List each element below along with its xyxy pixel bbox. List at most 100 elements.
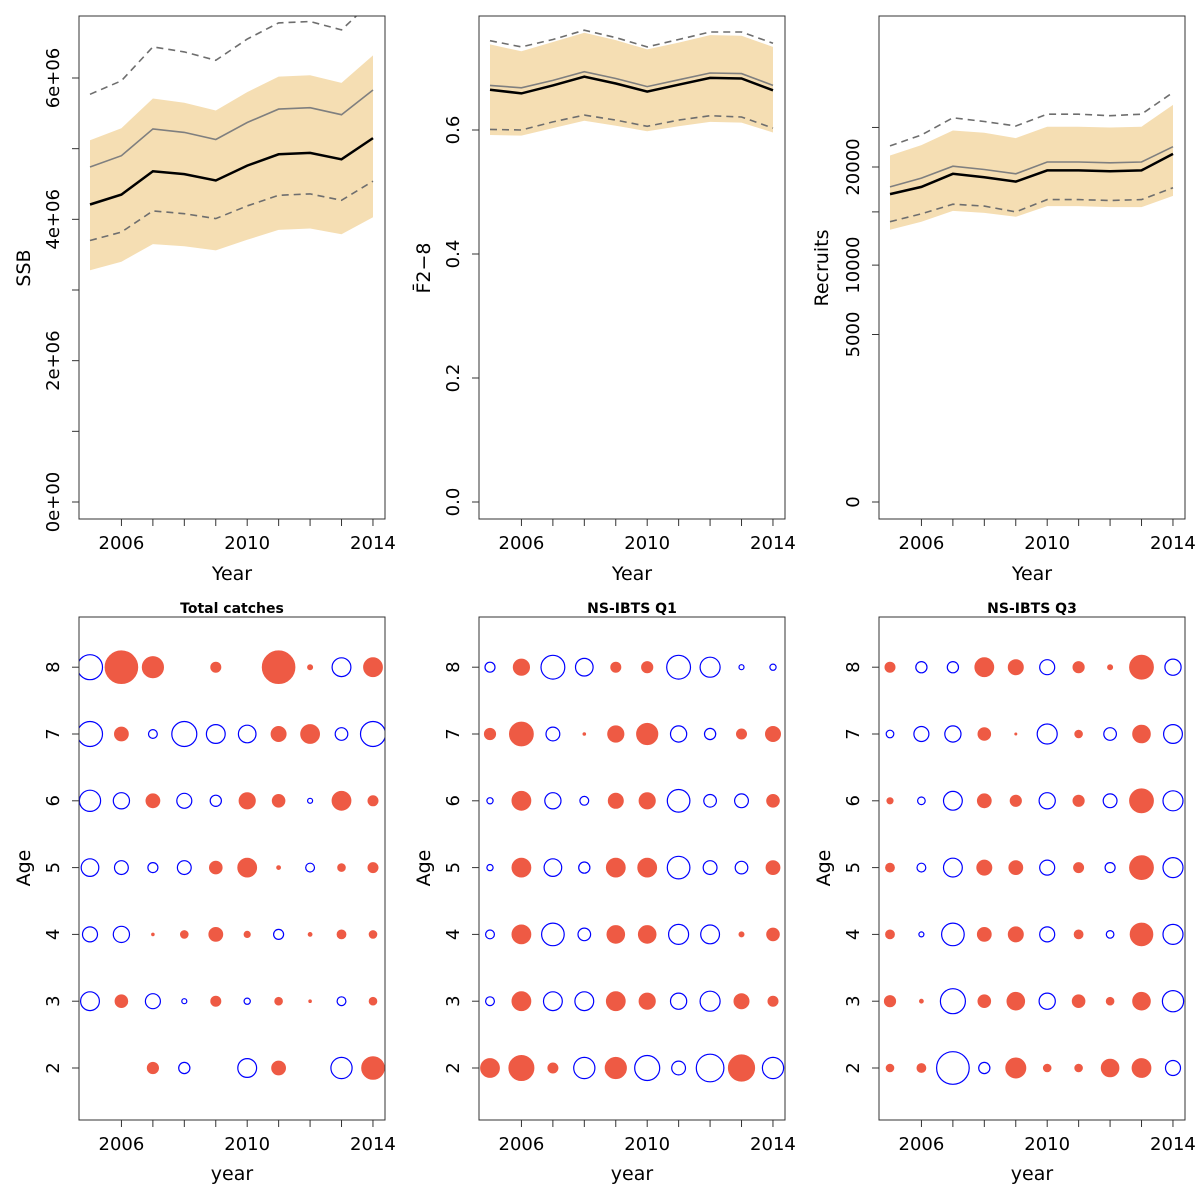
ns-ibts-q3-residual-bubble: [942, 857, 963, 878]
total-catches-residual-bubble: [79, 654, 104, 681]
ns-ibts-q1-residual-bubble: [766, 794, 780, 808]
total-catches-residual-bubble: [208, 927, 224, 942]
ns-ibts-q1-y-tick-label: 7: [443, 728, 464, 739]
ns-ibts-q1-residual-bubble: [486, 863, 494, 872]
total-catches-residual-bubble: [171, 720, 198, 748]
ns-ibts-q1-residual-bubble: [574, 991, 595, 1012]
ns-ibts-q1-residual-bubble: [610, 661, 622, 673]
total-catches-residual-bubble: [307, 932, 313, 937]
total-catches-y-tick-label: 4: [43, 929, 64, 940]
ns-ibts-q1-y-tick-label: 3: [443, 995, 464, 1006]
ns-ibts-q1-residual-bubble: [666, 788, 691, 813]
total-catches-residual-bubble: [80, 858, 100, 877]
ns-ibts-q3-y-tick-label: 6: [843, 795, 864, 806]
f-plot-frame: [478, 15, 786, 520]
total-catches-x-axis-label: year: [211, 1163, 254, 1185]
ns-ibts-q3-residual-bubble: [1129, 654, 1154, 680]
recruits-panel: 2006 2010 2014 0 5000 10000 20000 Year Recruit…: [811, 15, 1196, 585]
ns-ibts-q1-residual-bubble: [577, 927, 592, 942]
ssb-plot-frame: [78, 15, 386, 520]
ns-ibts-q3-residual-bubble: [1131, 1058, 1152, 1078]
ns-ibts-q1-residual-bubble: [511, 857, 532, 878]
total-catches-residual-bubble: [79, 789, 102, 812]
ns-ibts-q1-residual-bubble: [607, 725, 625, 743]
ns-ibts-q3-residual-bubble: [1008, 860, 1024, 875]
total-catches-panel: Total catches 2006 2010 2014 2 3 4 5 6 7 8 year A…: [13, 601, 396, 1185]
recruits-lower-line: [889, 186, 1174, 223]
ns-ibts-q1-y-tick-label: 2: [443, 1062, 464, 1073]
ns-ibts-q1-y-tick-label: 8: [443, 661, 464, 672]
total-catches-y-tick-label: 2: [43, 1062, 64, 1073]
ns-ibts-q3-residual-bubble: [918, 931, 925, 938]
ns-ibts-q1-residual-bubble: [634, 1054, 661, 1082]
ns-ibts-q3-residual-bubble: [915, 661, 928, 674]
recruits-upper-line: [889, 91, 1174, 147]
ns-ibts-q3-residual-bubble: [1102, 793, 1118, 809]
ns-ibts-q1-residual-bubble: [703, 727, 717, 741]
total-catches-residual-bubble: [147, 728, 158, 739]
total-catches-residual-bubble: [178, 1061, 191, 1075]
total-catches-residual-bubble: [331, 657, 352, 678]
total-catches-residual-bubble: [368, 930, 378, 939]
ssb-x-tick-label: 2006: [99, 533, 145, 554]
ns-ibts-q1-residual-bubble: [703, 793, 717, 808]
total-catches-residual-bubble: [261, 650, 296, 685]
ns-ibts-q3-residual-bubble: [1006, 991, 1026, 1011]
total-catches-residual-bubble: [243, 930, 251, 939]
ns-ibts-q3-residual-bubble: [942, 790, 963, 811]
ns-ibts-q3-residual-bubble: [1162, 923, 1184, 946]
total-catches-residual-bubble: [112, 792, 131, 810]
f-estimate-line: [489, 75, 774, 95]
ns-ibts-q3-residual-bubble: [1036, 723, 1058, 745]
ns-ibts-q1-residual-bubble: [767, 995, 779, 1007]
ns-ibts-q3-plot-frame: [878, 616, 1186, 1121]
total-catches-residual-bubble: [180, 930, 189, 939]
ns-ibts-q3-residual-bubble: [885, 729, 895, 739]
ns-ibts-q1-residual-bubble: [671, 1060, 687, 1076]
recruits-x-axis-label: Year: [1011, 563, 1052, 585]
total-catches-residual-bubble: [337, 863, 346, 872]
ns-ibts-q3-residual-bubble: [919, 998, 924, 1004]
total-catches-residual-bubble: [334, 727, 349, 741]
ns-ibts-q1-y-tick-label: 6: [443, 795, 464, 806]
recruits-x-tick-label: 2010: [1024, 533, 1070, 554]
ns-ibts-q3-y-tick-label: 5: [843, 862, 864, 873]
ns-ibts-q1-residual-bubble: [573, 1056, 596, 1080]
total-catches-residual-bubble: [308, 999, 312, 1004]
ns-ibts-q3-y-tick-label: 2: [843, 1062, 864, 1073]
ns-ibts-q3-y-tick-label: 8: [843, 661, 864, 672]
total-catches-residual-bubble: [238, 792, 256, 810]
total-catches-residual-bubble: [205, 723, 226, 744]
ns-ibts-q3-residual-bubble: [939, 988, 967, 1015]
total-catches-title: Total catches: [180, 601, 284, 617]
ns-ibts-q1-residual-bubble: [636, 722, 659, 746]
f-y-tick-label: 0.0: [443, 488, 464, 517]
ns-ibts-q1-residual-bubble: [637, 857, 658, 878]
ns-ibts-q3-residual-bubble: [1072, 661, 1085, 674]
total-catches-residual-bubble: [209, 794, 222, 808]
total-catches-x-tick-label: 2006: [99, 1134, 145, 1155]
total-catches-y-tick-label: 7: [43, 728, 64, 739]
ns-ibts-q3-residual-bubble: [1039, 859, 1056, 876]
ns-ibts-q1-title: NS-IBTS Q1: [587, 601, 677, 617]
ns-ibts-q1-residual-bubble: [666, 654, 692, 680]
ns-ibts-q3-residual-bubble: [977, 994, 992, 1009]
ssb-confidence-band: [90, 55, 373, 271]
ns-ibts-q3-residual-bubble: [1007, 926, 1024, 943]
ns-ibts-q1-residual-bubble: [508, 1055, 535, 1081]
f-x-tick-label: 2010: [624, 533, 670, 554]
total-catches-residual-bubble: [237, 1057, 258, 1078]
f-upper-line: [489, 29, 774, 48]
ssb-y-tick-label: 0e+00: [43, 472, 64, 533]
f-confidence-band: [490, 32, 773, 136]
ssb-y-tick-label: 4e+06: [43, 189, 64, 250]
ns-ibts-q1-residual-bubble: [736, 728, 747, 740]
total-catches-residual-bubble: [79, 720, 104, 748]
ns-ibts-q1-residual-bubble: [769, 663, 777, 671]
ns-ibts-q1-residual-bubble: [738, 664, 745, 671]
ns-ibts-q3-residual-bubble: [1107, 664, 1114, 671]
f-x-axis-label: Year: [611, 563, 652, 585]
ns-ibts-q1-residual-bubble: [638, 992, 656, 1010]
ns-ibts-q3-residual-bubble: [1007, 659, 1024, 676]
recruits-grey-line: [889, 145, 1174, 188]
